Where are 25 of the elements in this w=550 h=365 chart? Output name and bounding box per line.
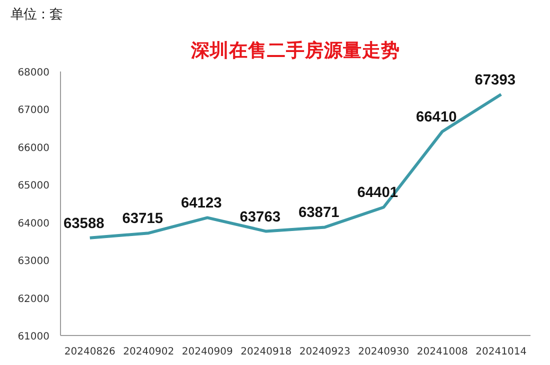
y-tick-label: 63000 bbox=[18, 256, 50, 268]
x-tick-label: 20240918 bbox=[240, 346, 292, 358]
chart-title: 深圳在售二手房源量走势 bbox=[190, 40, 400, 62]
y-tick-label: 65000 bbox=[18, 180, 50, 192]
y-tick-label: 67000 bbox=[18, 105, 50, 116]
y-tick-label: 61000 bbox=[18, 332, 50, 342]
x-tick-label: 20240902 bbox=[123, 346, 174, 358]
data-label: 63763 bbox=[240, 209, 281, 226]
text: 单位：套 bbox=[10, 8, 62, 22]
x-tick-label: 20240826 bbox=[64, 346, 116, 358]
data-label: 63588 bbox=[63, 216, 104, 232]
data-label: 66410 bbox=[416, 109, 457, 126]
x-tick-label: 20241008 bbox=[416, 346, 468, 358]
x-tick-label: 20240909 bbox=[182, 346, 233, 358]
x-tick-label: 20240923 bbox=[299, 346, 350, 358]
data-label: 63715 bbox=[122, 211, 164, 228]
y-tick-label: 64000 bbox=[18, 218, 50, 230]
y-tick-label: 66000 bbox=[18, 142, 50, 154]
x-tick-label: 20240930 bbox=[358, 346, 410, 358]
data-label: 64123 bbox=[180, 196, 222, 212]
data-label: 67393 bbox=[474, 72, 516, 88]
y-tick-label: 62000 bbox=[18, 294, 50, 305]
y-tick-label: 68000 bbox=[18, 68, 50, 78]
x-tick-label: 20241014 bbox=[476, 346, 527, 358]
data-label: 63871 bbox=[298, 205, 340, 222]
